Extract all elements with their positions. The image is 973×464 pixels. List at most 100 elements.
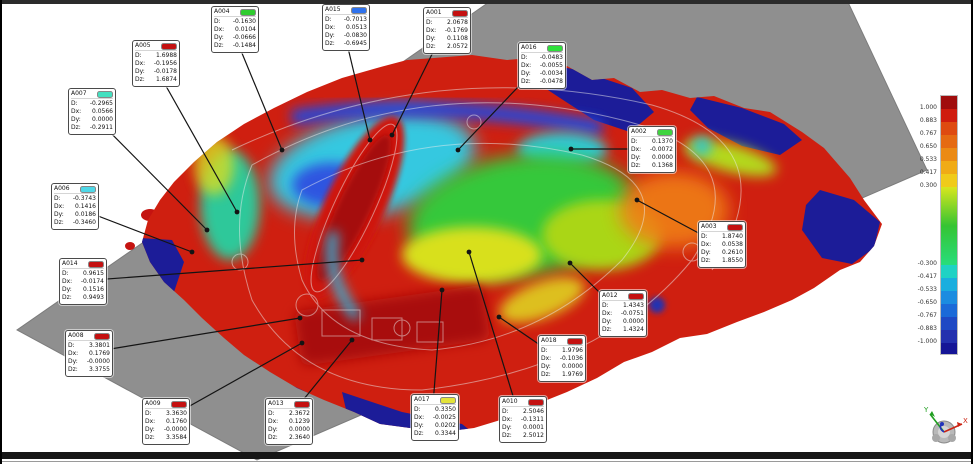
annotation-value-row: D: 1.4343 <box>602 302 644 309</box>
annotation-id: A003 <box>701 223 717 230</box>
color-scale-tick-label: 0.883 <box>919 117 937 124</box>
annotation-A015[interactable]: A015 D: -0.7013 Dx: 0.0513 Dy: -0.0830 Dz: -0.69… <box>322 4 370 51</box>
annotation-value-row: Dz: -0.3460 <box>54 219 96 226</box>
annotation-A001[interactable]: A001 D: 2.0678 Dx: -0.1769 Dy: 0.1108 Dz: 2.0572 <box>423 7 471 54</box>
color-scale-tick-label: -0.767 <box>917 312 937 319</box>
annotation-value-row: Dy: 0.0000 <box>631 154 673 161</box>
color-scale-tick-label: 0.767 <box>919 130 937 137</box>
annotation-A003[interactable]: A003 D: 1.8740 Dx: 0.0538 Dy: 0.2610 Dz: 1.8550 <box>698 221 746 268</box>
leader-line-A005 <box>152 62 238 213</box>
measurement-point-A018[interactable] <box>496 314 502 320</box>
annotation-value-row: Dx: -0.0174 <box>62 278 104 285</box>
measurement-point-A005[interactable] <box>234 209 240 215</box>
measurement-point-A008[interactable] <box>297 315 303 321</box>
color-scale-segment <box>941 317 957 330</box>
annotation-A013[interactable]: A013 D: 2.3672 Dx: 0.1239 Dy: 0.0000 Dz: 2.3640 <box>265 398 313 445</box>
measurement-point-A015[interactable] <box>367 137 373 143</box>
color-scale-tick-label: -0.883 <box>917 325 937 332</box>
annotation-value-row: D: 2.0678 <box>426 19 468 26</box>
window-bottom-line <box>2 461 971 462</box>
annotation-value-row: Dx: -0.1311 <box>502 416 544 423</box>
annotation-A009[interactable]: A009 D: 3.3630 Dx: 0.1760 Dy: -0.0000 Dz: 3.3584 <box>142 398 190 445</box>
annotation-value-row: Dy: 0.1108 <box>426 35 468 42</box>
measurement-point-A009[interactable] <box>299 340 305 346</box>
annotation-value-row: D: -0.7013 <box>325 16 367 23</box>
annotation-A005[interactable]: A005 D: 1.6988 Dx: -0.1956 Dy: -0.0178 Dz: 1.687… <box>132 40 180 87</box>
annotation-value-row: Dx: -0.1956 <box>135 60 177 67</box>
annotation-color-swatch <box>528 398 544 406</box>
annotation-value-row: Dz: -0.1484 <box>214 42 256 49</box>
window-bottom-edge <box>2 452 971 459</box>
annotation-A006[interactable]: A006 D: -0.3743 Dx: 0.1416 Dy: 0.0186 Dz: -0.346… <box>51 183 99 230</box>
annotation-value-row: D: 3.3801 <box>68 342 110 349</box>
annotation-A012[interactable]: A012 D: 1.4343 Dx: -0.0751 Dy: 0.0000 Dz: 1.4324 <box>599 290 647 337</box>
annotation-id: A013 <box>268 400 284 407</box>
measurement-point-A012[interactable] <box>567 260 573 266</box>
color-scale-segment <box>941 174 957 187</box>
annotation-value-row: Dz: 0.9493 <box>62 294 104 301</box>
annotation-value-row: D: -0.1630 <box>214 18 256 25</box>
measurement-point-A004[interactable] <box>279 147 285 153</box>
measurement-point-A013[interactable] <box>349 337 355 343</box>
annotation-A017[interactable]: A017 D: 0.3350 Dx: -0.0025 Dy: 0.0202 Dz: 0.3344 <box>411 394 459 441</box>
annotation-value-row: Dz: 2.3640 <box>268 434 310 441</box>
color-scale-segment <box>941 265 957 278</box>
annotation-id: A012 <box>602 292 618 299</box>
annotation-value-row: Dz: 1.6874 <box>135 76 177 83</box>
annotation-color-swatch <box>440 396 456 404</box>
annotation-value-row: Dy: -0.0000 <box>68 358 110 365</box>
annotation-id: A017 <box>414 396 430 403</box>
annotation-A016[interactable]: A016 D: -0.0483 Dx: -0.0055 Dy: -0.0034 Dz: -0.0… <box>518 42 566 89</box>
annotation-id: A010 <box>502 398 518 405</box>
annotation-id: A002 <box>631 128 647 135</box>
annotation-A004[interactable]: A004 D: -0.1630 Dx: 0.0104 Dy: -0.0666 Dz: -0.14… <box>211 6 259 53</box>
annotation-id: A014 <box>62 260 78 267</box>
color-scale-segment <box>941 161 957 174</box>
annotation-value-row: Dx: 0.0538 <box>701 241 743 248</box>
annotation-A010[interactable]: A010 D: 2.5046 Dx: -0.1311 Dy: 0.0001 Dz: 2.5012 <box>499 396 547 443</box>
measurement-point-A017[interactable] <box>439 287 445 293</box>
measurement-point-A003[interactable] <box>634 197 640 203</box>
annotation-value-row: D: -0.3743 <box>54 195 96 202</box>
color-scale-segment <box>941 330 957 343</box>
annotation-id: A015 <box>325 6 341 13</box>
annotation-id: A009 <box>145 400 161 407</box>
annotation-value-row: Dy: 0.0000 <box>541 363 583 370</box>
color-scale-tick-label: 0.417 <box>919 169 937 176</box>
measurement-point-A016[interactable] <box>455 147 461 153</box>
annotation-color-swatch <box>94 332 110 340</box>
measurement-point-A006[interactable] <box>189 249 195 255</box>
annotation-value-row: Dx: 0.1760 <box>145 418 187 425</box>
annotation-A014[interactable]: A014 D: 0.9615 Dx: -0.0174 Dy: 0.1516 Dz: 0.9493 <box>59 258 107 305</box>
color-scale-segment <box>941 96 957 109</box>
orientation-triad[interactable]: Y X <box>914 398 970 454</box>
annotation-A018[interactable]: A018 D: 1.9796 Dx: -0.1036 Dy: 0.0000 Dz: 1.9769 <box>538 335 586 382</box>
measurement-point-A001[interactable] <box>389 132 395 138</box>
annotation-value-row: D: 0.9615 <box>62 270 104 277</box>
annotation-value-row: Dz: 1.9769 <box>541 371 583 378</box>
measurement-point-A007[interactable] <box>204 227 210 233</box>
annotation-value-row: Dz: 1.8550 <box>701 257 743 264</box>
color-scale-tick-label: 0.650 <box>919 143 937 150</box>
annotation-value-row: D: 1.6988 <box>135 52 177 59</box>
annotation-value-row: Dx: -0.1036 <box>541 355 583 362</box>
annotation-value-row: Dy: -0.0830 <box>325 32 367 39</box>
annotation-value-row: Dz: -0.0478 <box>521 78 563 85</box>
measurement-point-A010[interactable] <box>466 249 472 255</box>
annotation-id: A016 <box>521 44 537 51</box>
annotation-value-row: Dx: -0.0072 <box>631 146 673 153</box>
annotation-value-row: Dz: 2.5012 <box>502 432 544 439</box>
annotation-value-row: Dy: 0.1516 <box>62 286 104 293</box>
annotation-A002[interactable]: A002 D: 0.1370 Dx: -0.0072 Dy: 0.0000 Dz: 0.1368 <box>628 126 676 173</box>
annotation-value-row: Dy: -0.0666 <box>214 34 256 41</box>
annotation-A007[interactable]: A007 D: -0.2965 Dx: 0.0566 Dy: 0.0000 Dz: -0.291… <box>68 88 116 135</box>
annotation-color-swatch <box>567 337 583 345</box>
annotation-value-row: D: -0.2965 <box>71 100 113 107</box>
annotation-A008[interactable]: A008 D: 3.3801 Dx: 0.1769 Dy: -0.0000 Dz: 3.3755 <box>65 330 113 377</box>
z-axis-icon <box>939 422 945 433</box>
annotation-value-row: Dy: 0.2610 <box>701 249 743 256</box>
measurement-point-A002[interactable] <box>568 146 574 152</box>
measurement-point-A014[interactable] <box>359 257 365 263</box>
color-scale-tick-label: 0.300 <box>919 182 937 189</box>
